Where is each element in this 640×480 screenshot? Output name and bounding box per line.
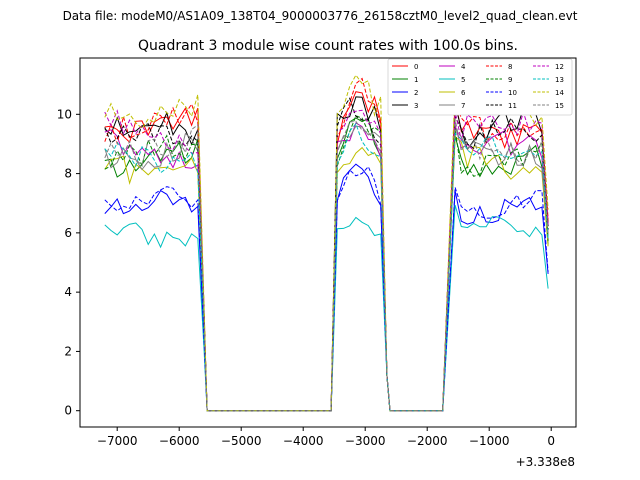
plot-area (104, 74, 549, 412)
series-line-12 (104, 109, 549, 412)
series-line-6 (104, 135, 549, 412)
x-tick-label: −2000 (407, 434, 448, 448)
chart-title: Quadrant 3 module wise count rates with … (138, 38, 518, 54)
legend-label-12: 12 (555, 63, 564, 71)
legend-label-13: 13 (555, 76, 564, 84)
y-tick-label: 4 (64, 285, 72, 299)
series-line-4 (104, 122, 549, 412)
series-line-9 (104, 115, 549, 412)
x-tick-label: −5000 (221, 434, 262, 448)
x-tick-label: −1000 (469, 434, 510, 448)
series-line-2 (104, 163, 549, 412)
series-line-10 (104, 165, 549, 412)
legend-label-14: 14 (555, 89, 564, 97)
legend-label-4: 4 (461, 63, 466, 71)
x-tick-label: 0 (547, 434, 555, 448)
x-tick-label: −4000 (283, 434, 324, 448)
y-axis-ticks: 0 2 4 6 8 10 (57, 107, 80, 418)
series-line-15 (104, 119, 549, 412)
legend-label-11: 11 (508, 102, 517, 110)
series-line-1 (104, 117, 549, 412)
legend-label-5: 5 (461, 76, 465, 84)
y-tick-label: 0 (64, 404, 72, 418)
x-axis-ticks: −7000 −6000 −5000 −4000 −3000 −2000 −1000 0 (97, 427, 555, 448)
y-tick-label: 10 (57, 107, 72, 121)
legend-label-7: 7 (461, 102, 465, 110)
legend-label-15: 15 (555, 102, 564, 110)
datafile-label: Data file: modeM0/AS1A09_138T04_90000037… (63, 9, 578, 23)
series-line-5 (104, 204, 549, 412)
y-tick-label: 2 (64, 344, 72, 358)
legend-label-3: 3 (414, 102, 418, 110)
legend-label-10: 10 (508, 89, 517, 97)
legend-label-1: 1 (414, 76, 418, 84)
legend-label-6: 6 (461, 89, 466, 97)
legend-box (387, 58, 573, 116)
series-line-13 (104, 122, 549, 412)
y-tick-label: 6 (64, 226, 72, 240)
x-tick-label: −6000 (159, 434, 200, 448)
x-tick-label: −3000 (345, 434, 386, 448)
x-tick-label: −7000 (97, 434, 138, 448)
x-axis-offset-label: +3.338e8 (516, 455, 575, 469)
legend-label-8: 8 (508, 63, 512, 71)
legend-label-0: 0 (414, 63, 418, 71)
axes-frame (79, 57, 577, 428)
y-tick-label: 8 (64, 167, 72, 181)
legend-label-9: 9 (508, 76, 512, 84)
legend-label-2: 2 (414, 89, 418, 97)
series-line-8 (104, 77, 549, 412)
